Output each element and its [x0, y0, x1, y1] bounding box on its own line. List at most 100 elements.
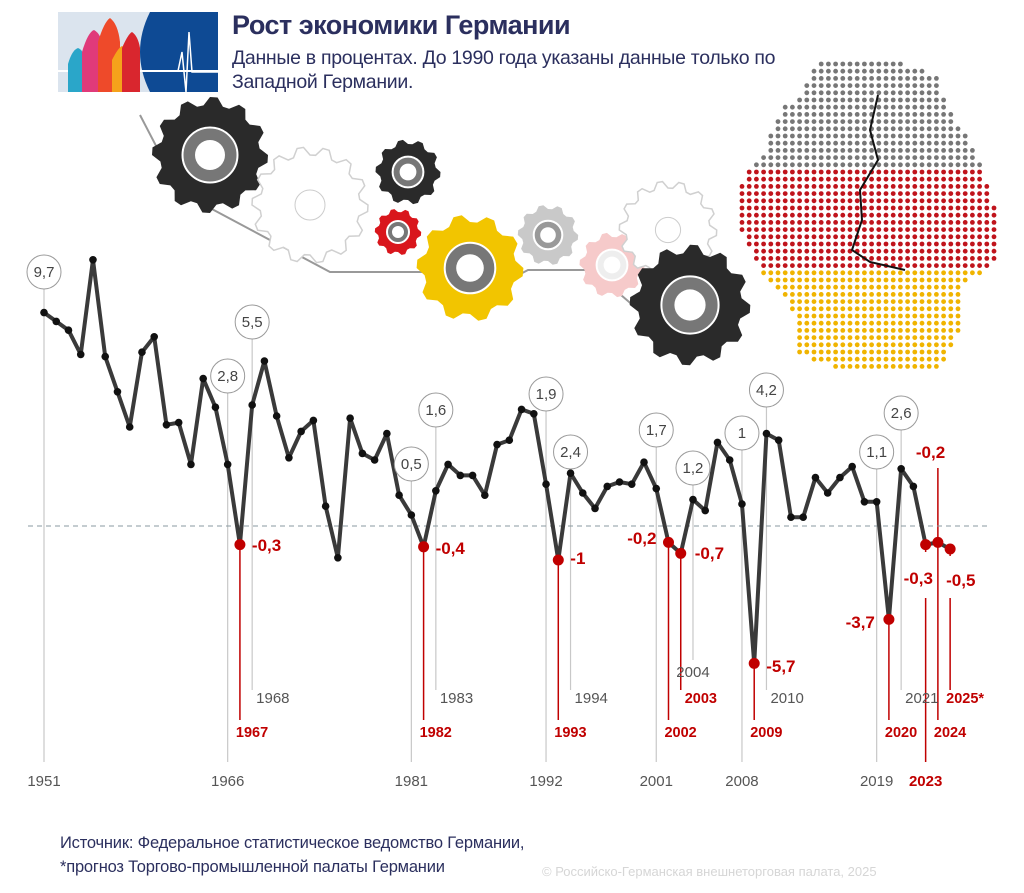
- map-dot: [833, 227, 838, 233]
- map-dot: [898, 320, 903, 326]
- map-dot: [890, 256, 896, 261]
- map-dot: [962, 263, 968, 268]
- map-dot: [869, 184, 874, 189]
- map-dot: [826, 320, 831, 326]
- map-dot: [898, 241, 903, 247]
- value-label-2025*: -0,5: [946, 571, 975, 590]
- map-dot: [890, 342, 896, 348]
- map-dot: [854, 140, 860, 146]
- data-point-2006: [713, 438, 722, 447]
- map-dot: [926, 112, 932, 117]
- value-label-1966: 2,8: [217, 368, 238, 385]
- map-dot: [898, 76, 903, 81]
- map-dot: [754, 227, 759, 233]
- map-dot: [804, 90, 810, 96]
- data-point-2025: [944, 543, 956, 555]
- map-dot: [804, 83, 810, 88]
- map-dot: [833, 284, 838, 290]
- map-dot: [804, 256, 810, 261]
- map-dot: [926, 148, 932, 153]
- map-dot: [890, 176, 896, 182]
- data-point-2019: [872, 498, 881, 506]
- map-dot: [912, 277, 918, 283]
- value-circle-1983: [418, 392, 454, 428]
- value-label-1967: -0,3: [252, 536, 281, 555]
- map-dot: [869, 220, 874, 225]
- data-point-2001: [652, 484, 661, 493]
- map-dot: [890, 277, 896, 283]
- map-dot: [790, 126, 795, 132]
- map-dot: [962, 248, 968, 254]
- map-dot: [941, 284, 946, 290]
- map-dot: [869, 270, 874, 276]
- map-dot: [840, 356, 846, 362]
- map-dot: [790, 205, 795, 211]
- map-dot: [941, 299, 946, 304]
- map-dot: [934, 220, 939, 225]
- logo: [58, 12, 218, 93]
- map-dot: [876, 292, 882, 297]
- map-dot: [883, 299, 889, 304]
- map-dot: [934, 313, 939, 319]
- value-label-2001: 1,7: [646, 422, 667, 439]
- map-dot: [761, 176, 766, 182]
- map-dot: [797, 126, 802, 132]
- map-dot: [818, 248, 824, 254]
- map-dot: [833, 162, 838, 168]
- map-dot: [970, 184, 975, 189]
- map-dot: [818, 162, 824, 168]
- map-dot: [847, 212, 853, 218]
- map-dot: [761, 270, 766, 276]
- map-dot: [890, 227, 896, 233]
- map-dot: [876, 356, 882, 362]
- map-dot: [847, 191, 853, 197]
- map-dot: [862, 133, 867, 139]
- map-dot: [826, 83, 831, 88]
- map-dot: [948, 155, 954, 161]
- map-dot: [854, 68, 860, 74]
- map-dot: [854, 198, 860, 204]
- map-dot: [926, 241, 932, 247]
- year-labels: 1967 1968 1982 1983 1993 1994 2002 2003 2004 2009…: [27, 664, 984, 790]
- map-dot: [883, 256, 889, 261]
- map-dot: [854, 112, 860, 117]
- map-dot: [883, 205, 889, 211]
- map-dot: [991, 227, 997, 233]
- map-dot: [862, 162, 867, 168]
- map-dot: [847, 227, 853, 233]
- map-dot: [926, 76, 932, 81]
- map-dot: [797, 256, 802, 261]
- map-dot: [890, 313, 896, 319]
- map-dot: [854, 306, 860, 312]
- map-dot: [984, 220, 990, 225]
- data-point-2014: [811, 473, 820, 482]
- map-dot: [934, 83, 939, 88]
- map-dot: [977, 234, 982, 240]
- map-dot: [826, 234, 831, 240]
- map-dot: [919, 155, 925, 161]
- map-dot: [919, 328, 925, 333]
- map-dot: [826, 61, 831, 67]
- source-note: Источник: Федеральное статистическое вед…: [60, 831, 525, 879]
- map-dot: [818, 227, 824, 233]
- gear-icon: [251, 146, 369, 264]
- map-dot: [818, 104, 824, 110]
- map-dot: [869, 328, 874, 333]
- map-dot: [948, 263, 954, 268]
- data-point-1990: [517, 405, 526, 414]
- map-dot: [775, 277, 781, 283]
- map-dot: [818, 133, 824, 139]
- map-dot: [977, 220, 982, 225]
- map-dot: [962, 212, 968, 218]
- map-dot: [912, 241, 918, 247]
- map-dot: [919, 126, 925, 132]
- map-dot: [991, 234, 997, 240]
- map-dot: [977, 198, 982, 204]
- map-dot: [934, 126, 939, 132]
- map-dot: [761, 248, 766, 254]
- value-label-2002: -0,2: [627, 529, 656, 548]
- map-dot: [912, 126, 918, 132]
- map-dot: [746, 184, 752, 189]
- map-dot: [919, 270, 925, 276]
- map-dot: [883, 284, 889, 290]
